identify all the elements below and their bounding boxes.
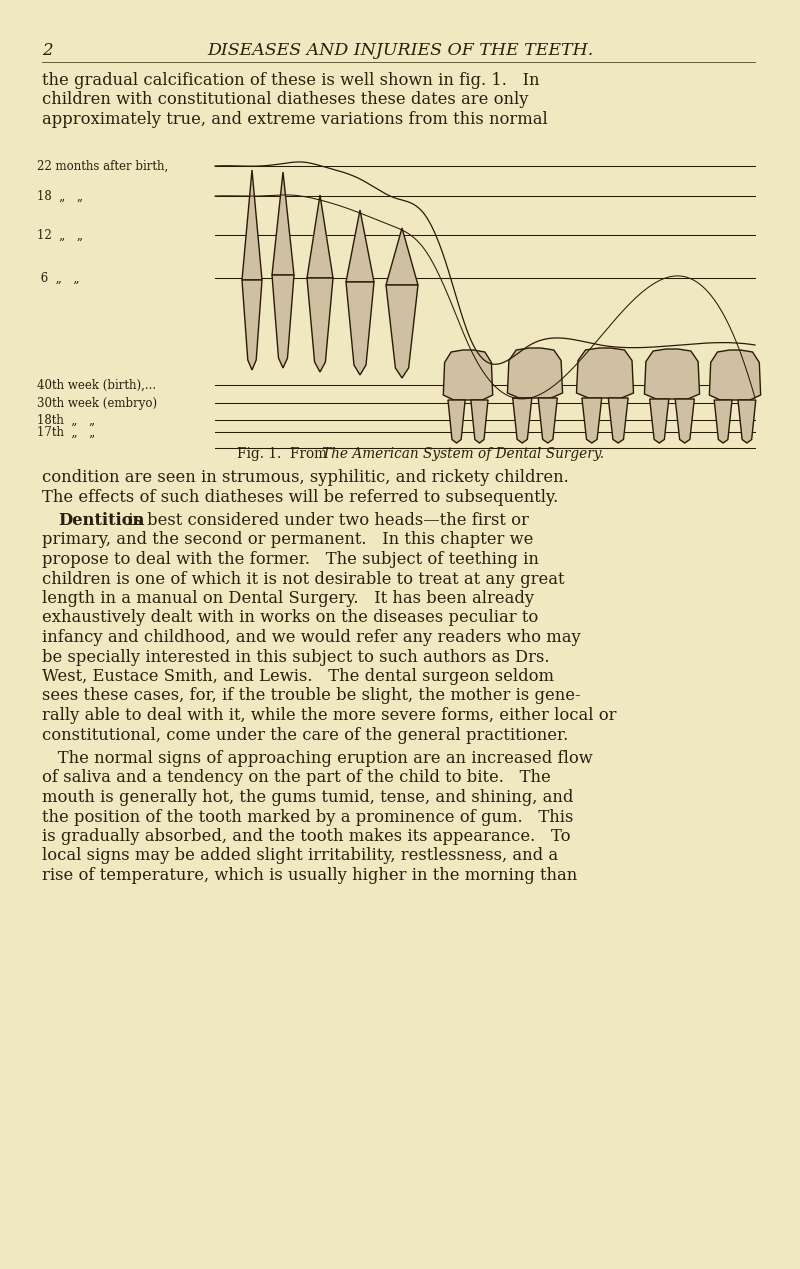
Text: sees these cases, for, if the trouble be slight, the mother is gene-: sees these cases, for, if the trouble be… xyxy=(42,688,581,704)
Polygon shape xyxy=(608,398,628,443)
Text: rally able to deal with it, while the more severe forms, either local or: rally able to deal with it, while the mo… xyxy=(42,707,617,725)
Polygon shape xyxy=(443,350,493,400)
Polygon shape xyxy=(272,173,294,275)
Text: rise of temperature, which is usually higher in the morning than: rise of temperature, which is usually hi… xyxy=(42,867,578,884)
Text: propose to deal with the former.   The subject of teething in: propose to deal with the former. The sub… xyxy=(42,551,539,569)
Polygon shape xyxy=(386,286,418,378)
Text: 18th  „ „: 18th „ „ xyxy=(37,414,95,426)
Polygon shape xyxy=(507,348,562,398)
Text: 22 months after birth,: 22 months after birth, xyxy=(37,160,168,173)
Text: From: From xyxy=(290,447,331,461)
Polygon shape xyxy=(738,400,756,443)
Text: The effects of such diatheses will be referred to subsequently.: The effects of such diatheses will be re… xyxy=(42,489,558,505)
Text: infancy and childhood, and we would refer any readers who may: infancy and childhood, and we would refe… xyxy=(42,629,581,646)
Polygon shape xyxy=(710,350,761,400)
Text: 12  „ „: 12 „ „ xyxy=(37,228,83,241)
Polygon shape xyxy=(307,278,333,372)
Text: mouth is generally hot, the gums tumid, tense, and shining, and: mouth is generally hot, the gums tumid, … xyxy=(42,789,574,806)
Polygon shape xyxy=(346,282,374,376)
Text: DISEASES AND INJURIES OF THE TEETH.: DISEASES AND INJURIES OF THE TEETH. xyxy=(207,42,593,58)
Text: 6  „ „: 6 „ „ xyxy=(37,272,79,284)
Polygon shape xyxy=(346,209,374,282)
Text: Dentition: Dentition xyxy=(58,511,145,529)
Polygon shape xyxy=(448,400,465,443)
Polygon shape xyxy=(582,398,602,443)
Polygon shape xyxy=(242,170,262,280)
Text: constitutional, come under the care of the general practitioner.: constitutional, come under the care of t… xyxy=(42,726,568,744)
Text: 17th  „ „: 17th „ „ xyxy=(37,425,95,439)
Text: the gradual calcification of these is well shown in fig. 1.   In: the gradual calcification of these is we… xyxy=(42,72,539,89)
Text: Fig. 1.: Fig. 1. xyxy=(237,447,290,461)
Text: The American System of Dental Surgery.: The American System of Dental Surgery. xyxy=(322,447,604,461)
Polygon shape xyxy=(386,228,418,286)
Text: West, Eustace Smith, and Lewis.   The dental surgeon seldom: West, Eustace Smith, and Lewis. The dent… xyxy=(42,667,554,685)
Polygon shape xyxy=(513,398,532,443)
Text: is best considered under two heads—the first or: is best considered under two heads—the f… xyxy=(123,511,529,529)
Text: the position of the tooth marked by a prominence of gum.   This: the position of the tooth marked by a pr… xyxy=(42,808,574,826)
Text: 30th week (embryo): 30th week (embryo) xyxy=(37,396,157,410)
Polygon shape xyxy=(675,398,694,443)
Polygon shape xyxy=(471,400,488,443)
Polygon shape xyxy=(577,348,634,398)
Text: The normal signs of approaching eruption are an increased flow: The normal signs of approaching eruption… xyxy=(42,750,593,766)
Text: is gradually absorbed, and the tooth makes its appearance.   To: is gradually absorbed, and the tooth mak… xyxy=(42,827,570,845)
Polygon shape xyxy=(650,398,669,443)
Text: exhaustively dealt with in works on the diseases peculiar to: exhaustively dealt with in works on the … xyxy=(42,609,538,627)
Polygon shape xyxy=(645,349,699,398)
Text: children with constitutional diatheses these dates are only: children with constitutional diatheses t… xyxy=(42,91,529,109)
Text: of saliva and a tendency on the part of the child to bite.   The: of saliva and a tendency on the part of … xyxy=(42,769,550,787)
Polygon shape xyxy=(272,275,294,368)
Text: 18  „ „: 18 „ „ xyxy=(37,189,83,203)
Text: children is one of which it is not desirable to treat at any great: children is one of which it is not desir… xyxy=(42,571,565,588)
Text: 40th week (birth),...: 40th week (birth),... xyxy=(37,378,156,392)
Text: condition are seen in strumous, syphilitic, and rickety children.: condition are seen in strumous, syphilit… xyxy=(42,470,569,486)
Text: be specially interested in this subject to such authors as Drs.: be specially interested in this subject … xyxy=(42,648,550,665)
Polygon shape xyxy=(307,195,333,278)
Text: length in a manual on Dental Surgery.   It has been already: length in a manual on Dental Surgery. It… xyxy=(42,590,534,607)
Text: local signs may be added slight irritability, restlessness, and a: local signs may be added slight irritabi… xyxy=(42,848,558,864)
Text: approximately true, and extreme variations from this normal: approximately true, and extreme variatio… xyxy=(42,110,548,128)
Text: 2: 2 xyxy=(42,42,53,58)
Polygon shape xyxy=(242,280,262,371)
Polygon shape xyxy=(538,398,558,443)
Polygon shape xyxy=(714,400,732,443)
Text: primary, and the second or permanent.   In this chapter we: primary, and the second or permanent. In… xyxy=(42,532,534,548)
